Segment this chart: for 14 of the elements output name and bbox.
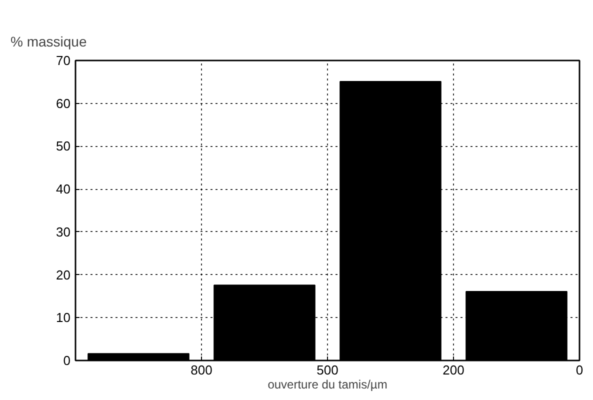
text: 500 (316, 362, 338, 378)
y-tick-label: 20 (56, 267, 71, 282)
x-axis-title: ouverture du tamis/µm (268, 378, 388, 392)
text: 200 (442, 362, 464, 378)
y-tick-label: 30 (56, 224, 71, 240)
y-tick-label: 40 (56, 182, 71, 197)
y-tick-label: 60 (56, 96, 71, 111)
y-tick-label: 50 (56, 138, 71, 154)
y-tick-label: 70 (56, 53, 71, 68)
text: 800 (190, 362, 212, 378)
y-tick-label: 10 (56, 310, 71, 326)
text: 0 (576, 362, 584, 378)
y-axis-title: % massique (10, 34, 87, 50)
y-tick-label: 0 (63, 353, 71, 368)
